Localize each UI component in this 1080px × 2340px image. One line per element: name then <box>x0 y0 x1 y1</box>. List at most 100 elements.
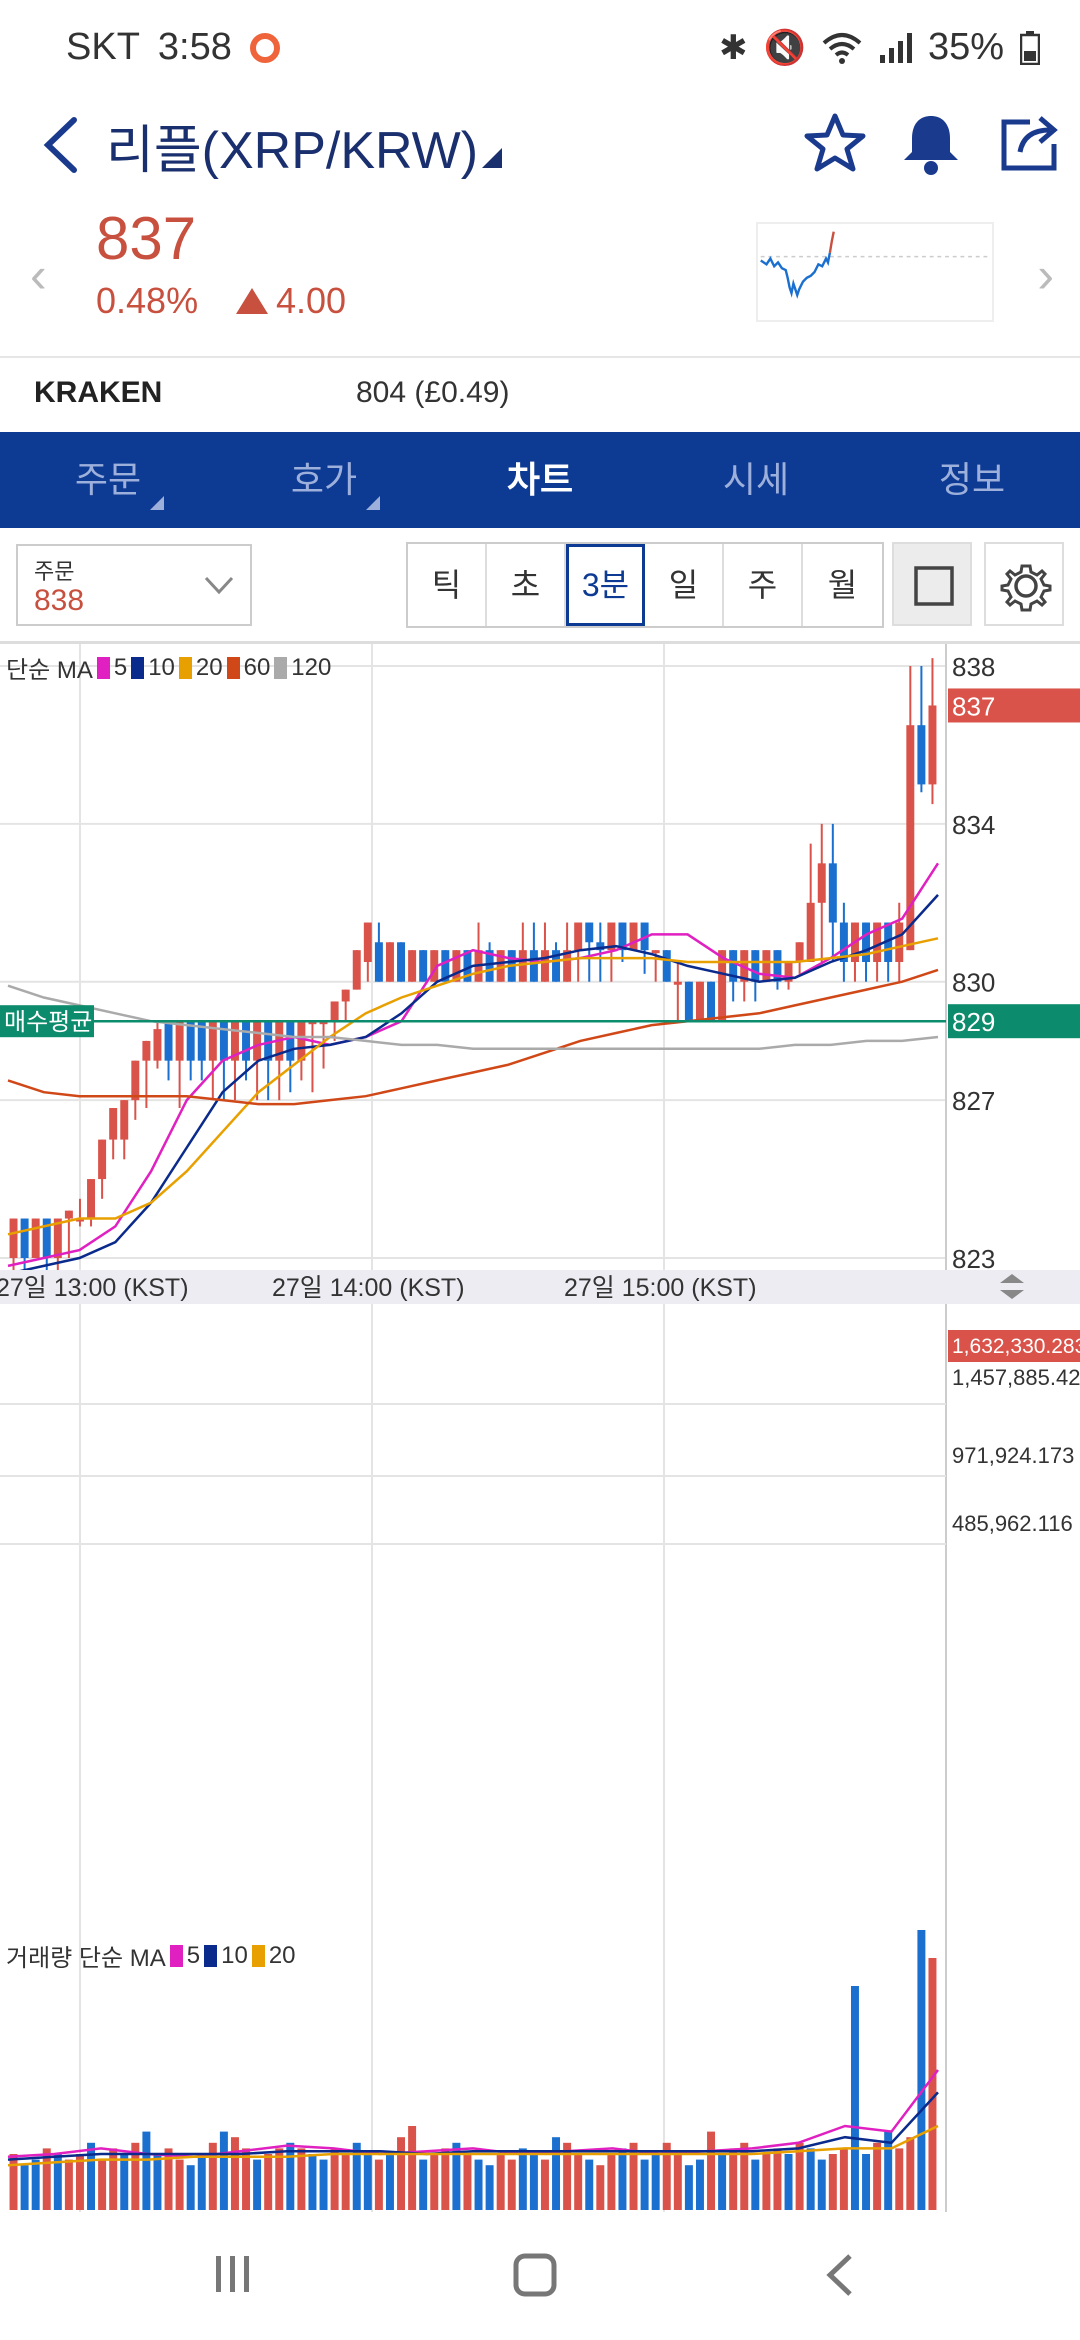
app-header: 리플(XRP/KRW) <box>0 100 1080 190</box>
x-axis-label: 27일 14:00 (KST) <box>272 1274 465 1302</box>
volume-bar <box>397 2137 406 2210</box>
candle-body <box>397 942 406 982</box>
volume-bar <box>729 2148 738 2210</box>
back-button[interactable] <box>34 110 90 180</box>
ma60-swatch <box>226 656 240 679</box>
volume-ma-legend: 거래량 단순 MA 5 10 20 <box>6 1938 296 1973</box>
candle-body <box>408 950 417 982</box>
up-triangle-icon <box>236 288 268 314</box>
tab-orderbook[interactable]: 호가 <box>216 432 432 528</box>
y-tick-label: 838 <box>952 652 995 682</box>
candle-body <box>839 922 848 962</box>
volume-bar <box>109 2148 118 2210</box>
system-back-button[interactable] <box>826 2254 852 2296</box>
volume-bar <box>441 2148 450 2210</box>
volume-bar <box>474 2159 483 2210</box>
exchange-price: 804 (£0.49) <box>356 376 510 409</box>
tab-order[interactable]: 주문 <box>0 432 216 528</box>
price-summary: ‹ 837 0.48% 4.00 › <box>0 190 1080 358</box>
candle-body <box>629 922 638 951</box>
volume-bar <box>253 2159 262 2210</box>
candle-body <box>540 950 549 982</box>
candle-body <box>784 962 793 982</box>
candle-body <box>441 950 450 982</box>
candle-body <box>873 922 882 962</box>
candle-body <box>430 950 439 982</box>
candle-body <box>385 942 394 982</box>
interval-week[interactable]: 주 <box>724 544 803 626</box>
volume-bar <box>518 2148 527 2210</box>
volume-bar <box>607 2154 616 2210</box>
candle-body <box>596 942 605 951</box>
tab-info[interactable]: 정보 <box>938 459 1006 500</box>
volume-bar <box>784 2154 793 2210</box>
y-tick-label: 830 <box>952 968 995 998</box>
volume-bar <box>773 2148 782 2210</box>
x-axis-label: 27일 15:00 (KST) <box>564 1274 757 1302</box>
volume-bar <box>563 2142 572 2210</box>
prev-coin-chevron-icon[interactable]: ‹ <box>30 247 47 303</box>
candle-body <box>208 1021 217 1061</box>
interval-month[interactable]: 월 <box>827 567 858 603</box>
title-dropdown-icon[interactable] <box>482 148 502 168</box>
volume-bar <box>707 2131 716 2210</box>
tab-quotes[interactable]: 시세 <box>722 459 790 500</box>
vol-ma10-label: 10 <box>221 1941 248 1969</box>
volume-bar <box>308 2154 317 2210</box>
ma20-line <box>7 937 939 1236</box>
interval-selector: 틱 초 3분 일 주 월 <box>406 542 884 628</box>
avg-buy-price-label: 829 <box>952 1007 995 1037</box>
interval-tick[interactable]: 틱 <box>408 544 487 626</box>
candle-body <box>219 1021 228 1061</box>
volume-bar <box>9 2154 18 2210</box>
volume-bar <box>574 2154 583 2210</box>
vol-ma20-swatch <box>251 1944 265 1967</box>
fullscreen-button[interactable] <box>892 542 972 626</box>
share-icon[interactable] <box>994 108 1064 178</box>
interval-second[interactable]: 초 <box>487 544 566 626</box>
candle-body <box>153 1029 162 1061</box>
wifi-icon <box>822 32 862 64</box>
battery-percent: 35% <box>927 26 1004 68</box>
candle-body <box>552 950 561 982</box>
interval-3min[interactable]: 3분 <box>566 544 645 626</box>
candle-body <box>242 1021 251 1061</box>
change-amount-value: 4.00 <box>276 280 347 321</box>
tab-menu-indicator-icon <box>150 496 164 510</box>
volume-bar <box>618 2148 627 2210</box>
candle-body <box>828 863 837 923</box>
candle-body <box>906 725 915 951</box>
home-button[interactable] <box>513 2253 557 2297</box>
interval-day[interactable]: 일 <box>645 544 724 626</box>
page-title[interactable]: 리플(XRP/KRW) <box>106 122 479 180</box>
candle-body <box>806 902 815 962</box>
candle-body <box>330 1001 339 1022</box>
x-axis-label: 27일 13:00 (KST) <box>0 1274 189 1302</box>
candle-body <box>707 981 716 1022</box>
volume-bar <box>873 2142 882 2210</box>
volume-bar <box>142 2131 151 2210</box>
next-coin-chevron-icon[interactable]: › <box>1037 247 1054 303</box>
candle-body <box>98 1139 107 1180</box>
order-price-select[interactable]: 주문 838 <box>16 544 252 626</box>
ma10-swatch <box>131 656 145 679</box>
volume-bar <box>430 2154 439 2210</box>
volume-bar <box>673 2154 682 2210</box>
volume-bar <box>374 2159 383 2210</box>
alarm-bell-icon[interactable] <box>896 108 966 178</box>
main-tabs: 주문 호가 차트 시세 정보 <box>0 432 1080 528</box>
favorite-star-icon[interactable] <box>800 108 870 178</box>
volume-bar <box>718 2154 727 2210</box>
recent-apps-button[interactable] <box>216 2256 249 2292</box>
volume-bar <box>651 2154 660 2210</box>
candle-body <box>142 1040 151 1061</box>
tab-chart[interactable]: 차트 <box>506 459 574 500</box>
candle-body <box>42 1218 51 1258</box>
chart-settings-button[interactable] <box>984 542 1064 626</box>
volume-bar <box>197 2154 206 2210</box>
ma60-line <box>7 968 939 1106</box>
volume-bar <box>219 2131 228 2210</box>
y-tick-label: 827 <box>952 1086 995 1116</box>
candle-body <box>518 950 527 982</box>
candlestick-chart[interactable]: 838 834 830 827 823 매수평균 829 837 27일 13:00 (KST)… <box>0 644 1080 2212</box>
